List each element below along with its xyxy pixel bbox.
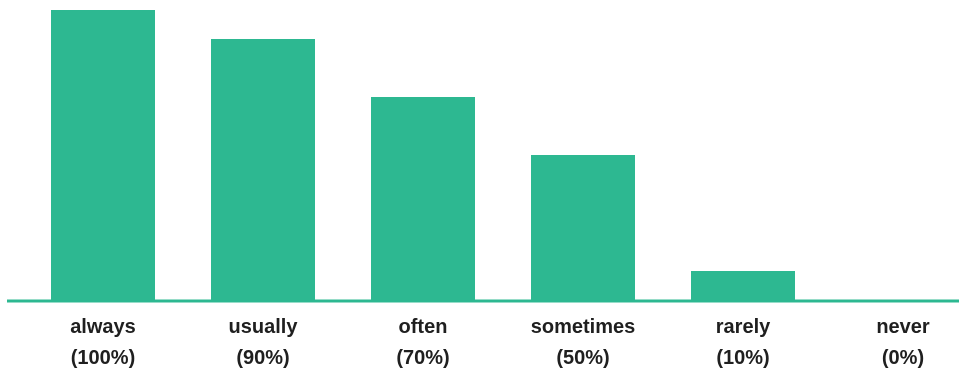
category-label-rarely: rarely [716, 316, 771, 338]
category-sublabel-sometimes: (50%) [556, 347, 609, 369]
bar-usually [211, 39, 315, 300]
bars-group [51, 10, 795, 300]
category-label-often: often [399, 316, 448, 338]
category-labels-group: always (100%) usually (90%) often (70%) someti… [70, 316, 930, 369]
category-sublabel-always: (100%) [71, 347, 135, 369]
category-sublabel-rarely: (10%) [716, 347, 769, 369]
category-label-never: never [876, 316, 930, 338]
bar-sometimes [531, 155, 635, 300]
category-sublabel-usually: (90%) [236, 347, 289, 369]
bar-always [51, 10, 155, 300]
category-label-always: always [70, 316, 136, 338]
bar-often [371, 97, 475, 300]
bar-rarely [691, 271, 795, 300]
category-label-sometimes: sometimes [531, 316, 636, 338]
category-sublabel-often: (70%) [396, 347, 449, 369]
category-label-usually: usually [229, 316, 299, 338]
category-sublabel-never: (0%) [882, 347, 924, 369]
